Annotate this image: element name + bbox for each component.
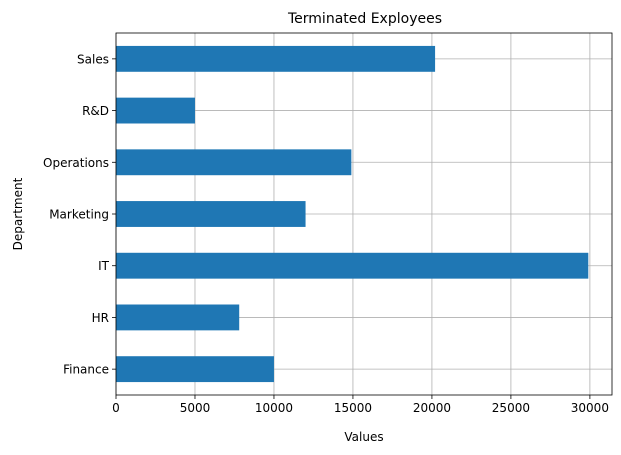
y-tick-label-it: IT <box>98 259 110 273</box>
x-axis-label: Values <box>344 430 383 444</box>
bars <box>116 45 589 383</box>
x-tick-label: 10000 <box>255 401 293 415</box>
chart-title: Terminated Exployees <box>287 11 442 27</box>
bar-marketing <box>116 201 306 227</box>
x-tick-label: 5000 <box>180 401 211 415</box>
bar-sales <box>116 45 436 72</box>
bar-finance <box>116 356 274 383</box>
x-axis-ticks: 0 5000 10000 15000 20000 25000 30000 <box>112 395 609 415</box>
bar-operations <box>116 149 352 176</box>
bar-it <box>116 252 589 279</box>
x-tick-label: 25000 <box>492 401 530 415</box>
y-tick-label-operations: Operations <box>43 156 109 170</box>
bar-hr <box>116 304 240 331</box>
y-axis-ticks: Finance HR IT Marketing Operations R&D Sales <box>43 52 116 377</box>
y-tick-label-r-d: R&D <box>82 104 109 118</box>
x-tick-label: 0 <box>112 401 120 415</box>
y-tick-label-hr: HR <box>92 311 109 325</box>
bar-r-d <box>116 97 195 124</box>
y-axis-label: Department <box>11 177 25 250</box>
y-tick-label-sales: Sales <box>77 52 109 66</box>
x-tick-label: 20000 <box>413 401 451 415</box>
y-tick-label-marketing: Marketing <box>49 208 109 222</box>
y-tick-label-finance: Finance <box>63 363 109 377</box>
x-tick-label: 30000 <box>571 401 609 415</box>
x-tick-label: 15000 <box>334 401 372 415</box>
